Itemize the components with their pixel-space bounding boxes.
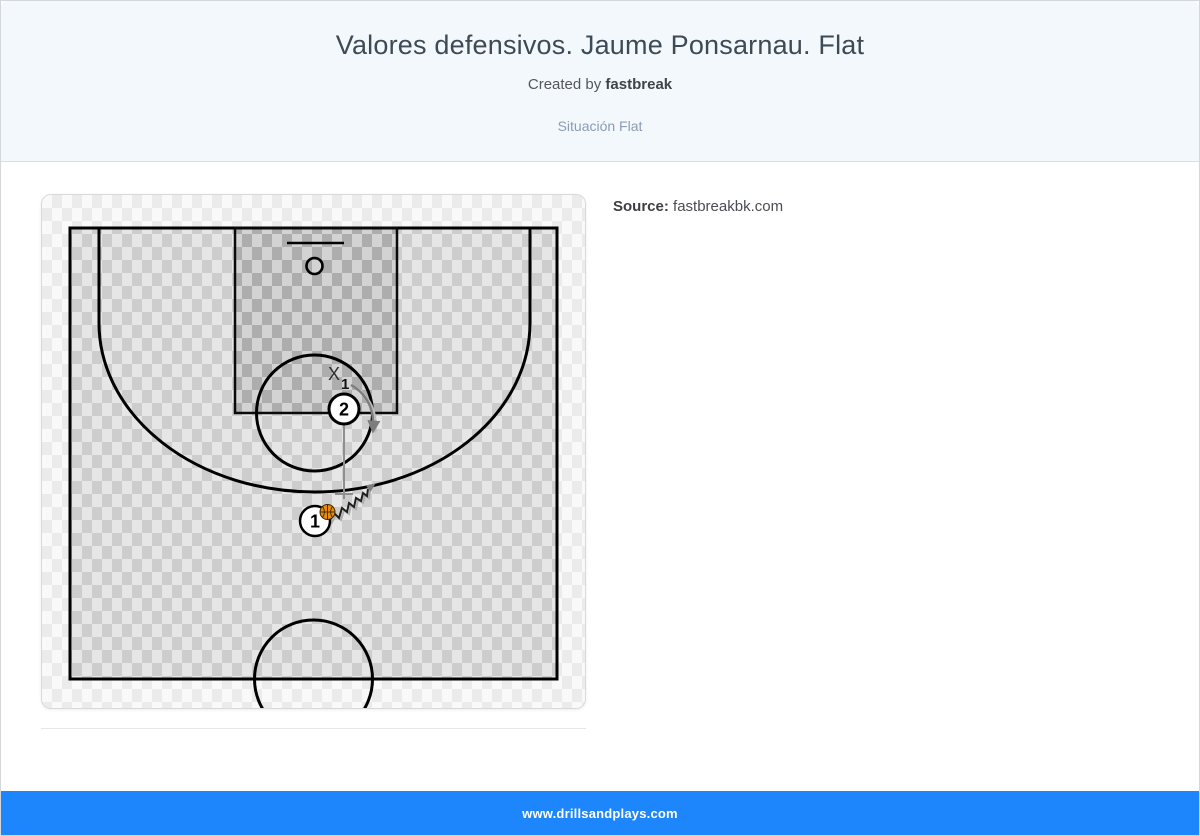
footer-site-url: www.drillsandplays.com xyxy=(522,805,678,821)
page-title: Valores defensivos. Jaume Ponsarnau. Fla… xyxy=(335,30,865,60)
basketball-icon xyxy=(319,504,336,520)
player-2-marker: 2 xyxy=(327,392,361,426)
center-circle xyxy=(253,618,374,708)
court-diagram: X 1 2 1 xyxy=(42,195,585,708)
author-name: fastbreak xyxy=(605,76,673,93)
page-header: Valores defensivos. Jaume Ponsarnau. Fla… xyxy=(1,1,1199,162)
created-by-prefix: Created by xyxy=(527,76,606,93)
floor-weave-texture xyxy=(42,195,585,708)
source-line: Source: fastbreakbk.com xyxy=(613,198,783,215)
defender-path xyxy=(350,383,381,434)
player-1-marker: 1 xyxy=(298,504,336,538)
rim-circle xyxy=(305,256,324,276)
main-content: X 1 2 1 xyxy=(1,162,1199,709)
created-by-line: Created by fastbreak xyxy=(1,76,1199,93)
situation-link[interactable]: Situación Flat xyxy=(557,118,643,134)
source-value: fastbreakbk.com xyxy=(673,198,784,215)
defender-label-number: 1 xyxy=(341,376,349,393)
court-card: X 1 2 1 xyxy=(41,194,586,709)
footer-bar: www.drillsandplays.com xyxy=(1,791,1199,835)
defender-path-arrow xyxy=(350,383,381,434)
three-point-line xyxy=(97,228,532,494)
player-2-label: 2 xyxy=(339,400,349,420)
dribble-arrowhead xyxy=(365,483,376,492)
source-label: Source: xyxy=(613,198,669,215)
divider xyxy=(41,728,586,729)
player-1-label: 1 xyxy=(310,512,320,532)
screen-action xyxy=(335,424,353,499)
dribble-action xyxy=(328,483,376,525)
defender-label-x: X xyxy=(328,364,340,384)
key-outline xyxy=(233,226,399,415)
dribble-zigzag xyxy=(328,488,369,523)
